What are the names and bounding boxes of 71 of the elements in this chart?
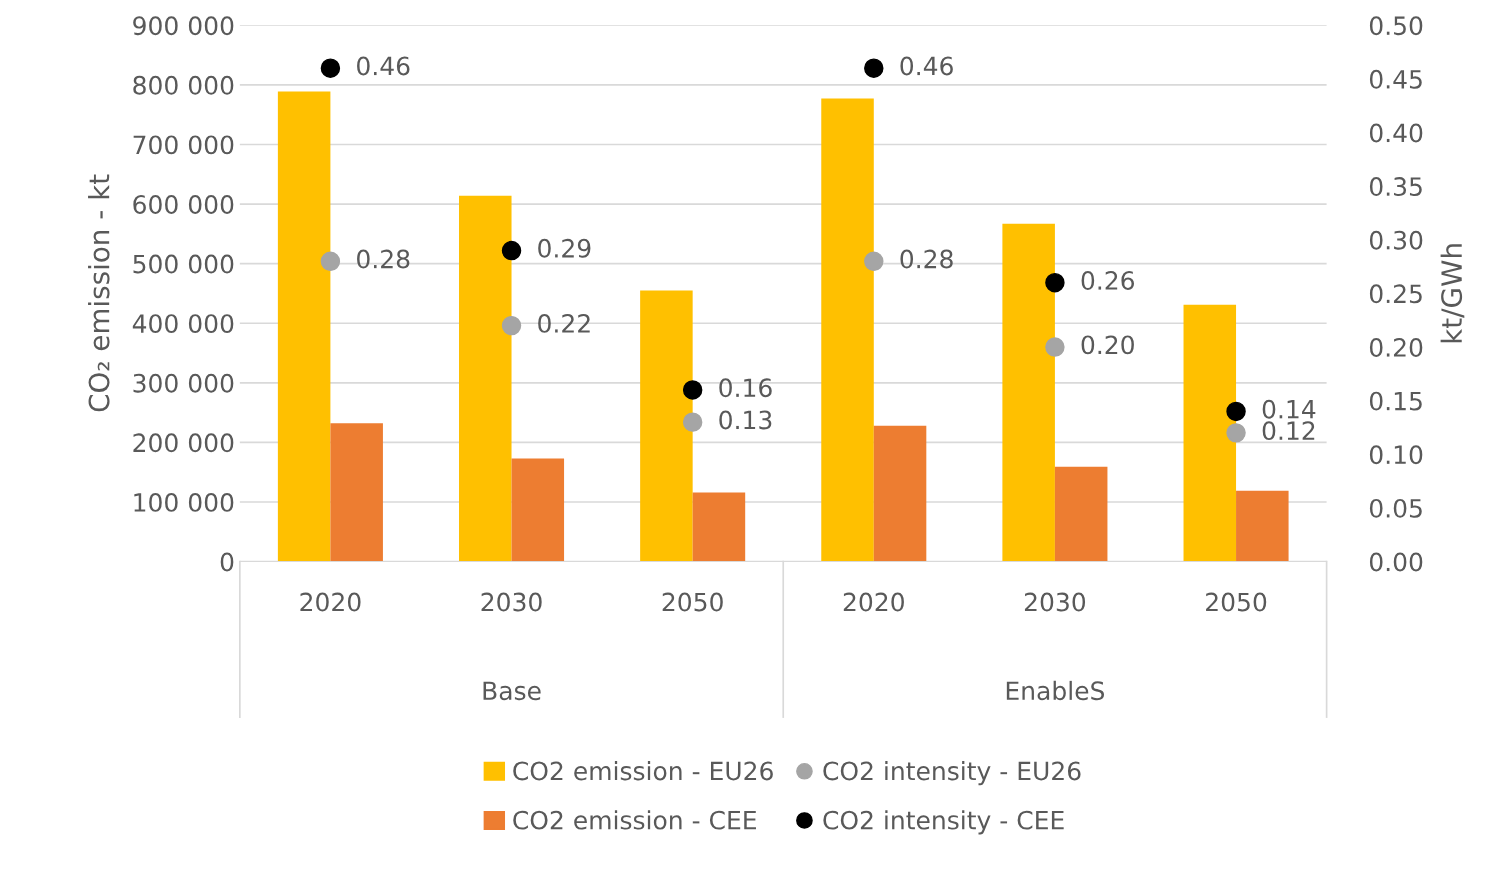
x-tick-label: 2050 xyxy=(1206,592,1267,612)
legend-label: CO2 intensity - EU26 xyxy=(823,761,1081,786)
y2-tick-label: 0.10 xyxy=(1369,445,1423,465)
point xyxy=(501,315,522,336)
y-tick-label: 700 000 xyxy=(133,135,234,155)
y-axis-title: CO₂ emission - kt xyxy=(88,174,110,412)
point xyxy=(320,58,341,78)
point xyxy=(864,58,884,78)
data-label: 0.13 xyxy=(719,410,772,430)
data-label: 0.22 xyxy=(538,313,590,333)
x-tick-label: 2030 xyxy=(1024,592,1086,612)
x-tick-label: 2020 xyxy=(843,592,904,612)
bar xyxy=(1002,223,1055,562)
data-label: 0.28 xyxy=(357,249,410,269)
y2-tick-label: 0.50 xyxy=(1369,16,1423,36)
x-tick-label: 2020 xyxy=(300,592,361,612)
bar xyxy=(511,458,565,562)
y2-tick-label: 0.00 xyxy=(1369,552,1423,572)
bar xyxy=(1054,466,1108,562)
point xyxy=(1045,272,1065,293)
point xyxy=(1226,423,1246,443)
legend-label: CO2 emission - EU26 xyxy=(513,761,773,781)
y-tick-label: 800 000 xyxy=(133,75,234,95)
bar xyxy=(1236,490,1289,562)
point xyxy=(1045,337,1065,357)
data-label: 0.29 xyxy=(538,238,591,258)
point xyxy=(682,380,703,400)
data-label: 0.16 xyxy=(719,378,772,398)
data-label: 0.26 xyxy=(1081,271,1135,290)
y-tick-label: 500 000 xyxy=(133,254,234,274)
data-label: 0.14 xyxy=(1262,399,1316,419)
legend-label: CO2 emission - CEE xyxy=(513,810,756,830)
y2-tick-label: 0.05 xyxy=(1369,498,1422,518)
y2-axis-title: kt/GWh xyxy=(1440,244,1465,343)
bar xyxy=(459,195,512,562)
y-tick-label: 0 xyxy=(220,552,234,572)
y-tick-label: 900 000 xyxy=(133,16,234,36)
y2-tick-label: 0.15 xyxy=(1369,391,1422,411)
bar xyxy=(873,425,927,562)
point xyxy=(682,412,703,432)
bar xyxy=(821,98,874,562)
y-tick-label: 100 000 xyxy=(134,492,234,512)
y2-tick-label: 0.25 xyxy=(1369,284,1422,304)
text: EnableS xyxy=(1006,680,1105,701)
y2-tick-label: 0.30 xyxy=(1369,230,1423,250)
point xyxy=(320,251,341,271)
x-tick-label: 2050 xyxy=(662,592,723,612)
bar xyxy=(640,290,693,562)
bar xyxy=(1183,304,1237,562)
y-tick-label: 600 000 xyxy=(133,194,234,214)
y-tick-label: 300 000 xyxy=(133,373,234,393)
point xyxy=(1226,401,1246,422)
legend-label: CO2 intensity - CEE xyxy=(823,810,1064,835)
y2-tick-label: 0.40 xyxy=(1369,123,1423,143)
text: Base xyxy=(483,681,541,701)
bar xyxy=(330,423,383,562)
y-tick-label: 200 000 xyxy=(133,433,234,453)
y2-tick-label: 0.35 xyxy=(1369,177,1422,197)
y2-tick-label: 0.20 xyxy=(1369,338,1423,357)
data-label: 0.12 xyxy=(1262,421,1315,441)
x-tick-label: 2030 xyxy=(481,592,542,612)
data-label: 0.46 xyxy=(357,56,410,76)
point xyxy=(501,240,522,261)
bar xyxy=(692,492,746,562)
data-label: 0.28 xyxy=(900,249,953,269)
bar xyxy=(277,91,331,562)
point xyxy=(864,251,884,271)
data-label: 0.46 xyxy=(900,56,953,76)
y-tick-label: 400 000 xyxy=(132,314,234,334)
y2-tick-label: 0.45 xyxy=(1369,69,1422,89)
data-label: 0.20 xyxy=(1081,335,1134,355)
